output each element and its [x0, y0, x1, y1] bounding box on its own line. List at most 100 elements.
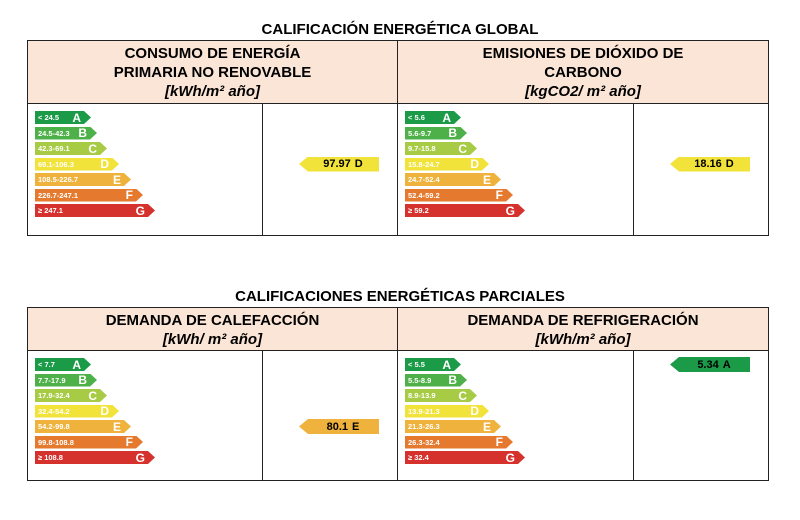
- letter-label: A: [72, 357, 81, 372]
- rating-value: 18.16: [694, 158, 722, 170]
- rating-bar: 108.5-226.7 E: [35, 173, 131, 186]
- letter-label: G: [505, 450, 515, 465]
- rating-arrow: 18.16 D: [670, 156, 750, 172]
- letter-label: G: [505, 203, 515, 218]
- range-label: 54.2-99.8: [38, 422, 70, 431]
- range-label: ≥ 247.1: [38, 206, 63, 215]
- range-label: ≥ 59.2: [408, 206, 429, 215]
- range-label: 42.3-69.1: [38, 144, 70, 153]
- letter-label: F: [495, 435, 503, 449]
- rating-arrow: 97.97 D: [299, 156, 379, 172]
- range-label: 52.4-59.2: [408, 190, 440, 200]
- letter-label: A: [442, 357, 451, 372]
- rating-bar: 13.9-21.3 D: [405, 405, 489, 418]
- letter-label: C: [458, 141, 467, 156]
- rating-letter: E: [352, 420, 360, 433]
- rating-bar: 42.3-69.1 C: [35, 142, 107, 155]
- rating-bar: 52.4-59.2 F: [405, 189, 513, 202]
- range-label: 5.5-8.9: [408, 375, 432, 385]
- panel-title: DEMANDA DE CALEFACCIÓN: [105, 312, 320, 329]
- rating-bar: 5.6-9.7 B: [405, 127, 467, 140]
- rating-bar: 21.3-26.3 E: [405, 420, 501, 433]
- letter-label: B: [448, 126, 457, 140]
- rating-bar: 26.3-32.4 F: [405, 436, 513, 449]
- rating-bar: 5.5-8.9 B: [405, 374, 467, 387]
- rating-bar: 32.4-54.2 D: [35, 405, 119, 418]
- rating-bar: 69.1-106.3 D: [35, 158, 119, 171]
- rating-bar: 8.9-13.9 C: [405, 389, 477, 402]
- range-label: 226.7-247.1: [38, 190, 79, 200]
- rating-arrow: 5.34 A: [670, 357, 750, 372]
- panel-unit: [kWh/ m² año]: [162, 331, 263, 348]
- rating-bar: 15.8-24.7 D: [405, 158, 489, 171]
- rating-cell: [633, 350, 769, 481]
- panel-title: PRIMARIA NO RENOVABLE: [113, 64, 312, 81]
- letter-label: D: [470, 404, 479, 418]
- range-label: 26.3-32.4: [408, 437, 440, 447]
- letter-label: A: [442, 110, 451, 125]
- rating-bar: 24.5-42.3 B: [35, 127, 97, 140]
- letter-label: D: [100, 404, 109, 418]
- rating-bar: 99.8-108.8 F: [35, 436, 143, 449]
- rating-bar: ≥ 59.2 G: [405, 204, 525, 217]
- letter-label: D: [470, 157, 479, 171]
- range-label: 17.9-32.4: [38, 391, 70, 400]
- rating-value: 5.34: [697, 358, 719, 371]
- rating-bar: 54.2-99.8 E: [35, 420, 131, 433]
- rating-bar: 9.7-15.8 C: [405, 142, 477, 155]
- range-label: < 5.5: [408, 360, 425, 369]
- rating-letter: D: [725, 158, 734, 170]
- panel-unit: [kWh/m² año]: [535, 331, 631, 348]
- letter-label: B: [448, 373, 457, 387]
- letter-label: E: [112, 419, 121, 434]
- letter-label: B: [78, 126, 87, 140]
- letter-label: G: [135, 450, 145, 465]
- panel-title: DEMANDA DE REFRIGERACIÓN: [467, 312, 699, 329]
- letter-label: C: [88, 388, 97, 403]
- section-title: CALIFICACIÓN ENERGÉTICA GLOBAL: [261, 21, 539, 38]
- rating-value: 97.97: [323, 158, 351, 170]
- letter-label: E: [482, 172, 491, 187]
- section-title: CALIFICACIONES ENERGÉTICAS PARCIALES: [235, 288, 565, 305]
- panel-header: CONSUMO DE ENERGÍA PRIMARIA NO RENOVABLE […: [27, 40, 398, 104]
- letter-label: C: [88, 141, 97, 156]
- panel-unit: [kWh/m² año]: [165, 83, 260, 100]
- range-label: < 7.7: [38, 360, 55, 369]
- rating-bar: < 7.7 A: [35, 358, 91, 371]
- panel-header: DEMANDA DE REFRIGERACIÓN [kWh/m² año]: [397, 307, 769, 351]
- range-label: 24.7-52.4: [408, 175, 440, 184]
- range-label: 7.7-17.9: [38, 375, 66, 385]
- panel-title: CONSUMO DE ENERGÍA: [124, 45, 301, 62]
- range-label: 32.4-54.2: [38, 406, 70, 416]
- range-label: 69.1-106.3: [38, 159, 74, 169]
- panel-unit: [kgCO2/ m² año]: [525, 83, 641, 100]
- letter-label: E: [112, 172, 121, 187]
- panel-title: CARBONO: [544, 64, 622, 81]
- range-label: 5.6-9.7: [408, 128, 432, 138]
- rating-arrow: 80.1 E: [299, 419, 379, 434]
- range-label: < 24.5: [38, 113, 60, 122]
- letter-label: A: [72, 110, 81, 125]
- rating-bar: 17.9-32.4 C: [35, 389, 107, 402]
- rating-bar: < 24.5 A: [35, 111, 91, 124]
- panel-title: EMISIONES DE DIÓXIDO DE: [482, 45, 684, 62]
- rating-bar: 7.7-17.9 B: [35, 374, 97, 387]
- range-label: 24.5-42.3: [38, 128, 70, 138]
- letter-label: B: [78, 373, 87, 387]
- letter-label: F: [125, 188, 133, 202]
- range-label: 108.5-226.7: [38, 175, 79, 184]
- range-label: 9.7-15.8: [408, 144, 436, 153]
- panel-header: EMISIONES DE DIÓXIDO DE CARBONO [kgCO2/ m²…: [397, 40, 769, 104]
- letter-label: C: [458, 388, 467, 403]
- letter-label: E: [482, 419, 491, 434]
- rating-bar: ≥ 32.4 G: [405, 451, 525, 464]
- rating-bar: < 5.5 A: [405, 358, 461, 371]
- rating-cell: [633, 103, 769, 236]
- rating-bar: < 5.6 A: [405, 111, 461, 124]
- range-label: 8.9-13.9: [408, 391, 436, 400]
- rating-bar: ≥ 108.8 G: [35, 451, 155, 464]
- rating-bar: ≥ 247.1 G: [35, 204, 155, 217]
- letter-label: D: [100, 157, 109, 171]
- panel-header: DEMANDA DE CALEFACCIÓN [kWh/ m² año]: [27, 307, 398, 351]
